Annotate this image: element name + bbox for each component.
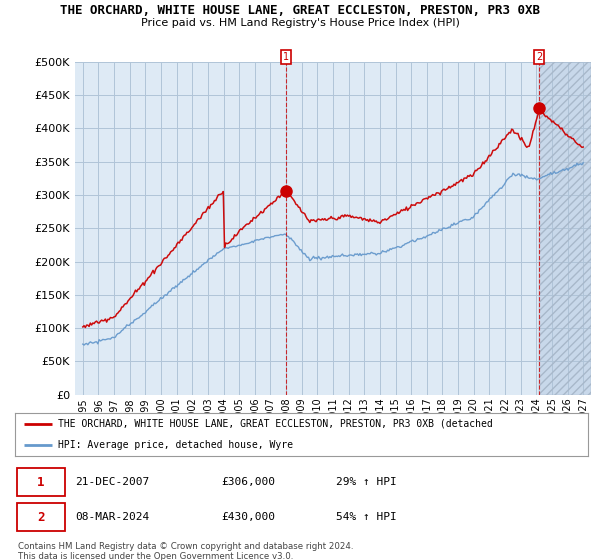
Text: 21-DEC-2007: 21-DEC-2007 xyxy=(75,478,149,487)
Text: HPI: Average price, detached house, Wyre: HPI: Average price, detached house, Wyre xyxy=(58,441,293,450)
Bar xyxy=(539,62,591,395)
Bar xyxy=(539,62,591,395)
Text: 54% ↑ HPI: 54% ↑ HPI xyxy=(336,512,397,522)
FancyBboxPatch shape xyxy=(17,468,65,496)
Text: This data is licensed under the Open Government Licence v3.0.: This data is licensed under the Open Gov… xyxy=(18,552,293,560)
Text: 08-MAR-2024: 08-MAR-2024 xyxy=(75,512,149,522)
FancyBboxPatch shape xyxy=(17,503,65,531)
Text: £430,000: £430,000 xyxy=(221,512,275,522)
Text: THE ORCHARD, WHITE HOUSE LANE, GREAT ECCLESTON, PRESTON, PR3 0XB (detached: THE ORCHARD, WHITE HOUSE LANE, GREAT ECC… xyxy=(58,419,493,428)
Text: 1: 1 xyxy=(283,52,289,62)
Text: 2: 2 xyxy=(536,52,542,62)
Text: Contains HM Land Registry data © Crown copyright and database right 2024.: Contains HM Land Registry data © Crown c… xyxy=(18,542,353,550)
Text: £306,000: £306,000 xyxy=(221,478,275,487)
Text: 1: 1 xyxy=(37,476,44,489)
Text: Price paid vs. HM Land Registry's House Price Index (HPI): Price paid vs. HM Land Registry's House … xyxy=(140,18,460,28)
Text: 2: 2 xyxy=(37,511,44,524)
Text: 29% ↑ HPI: 29% ↑ HPI xyxy=(336,478,397,487)
Text: THE ORCHARD, WHITE HOUSE LANE, GREAT ECCLESTON, PRESTON, PR3 0XB: THE ORCHARD, WHITE HOUSE LANE, GREAT ECC… xyxy=(60,4,540,17)
